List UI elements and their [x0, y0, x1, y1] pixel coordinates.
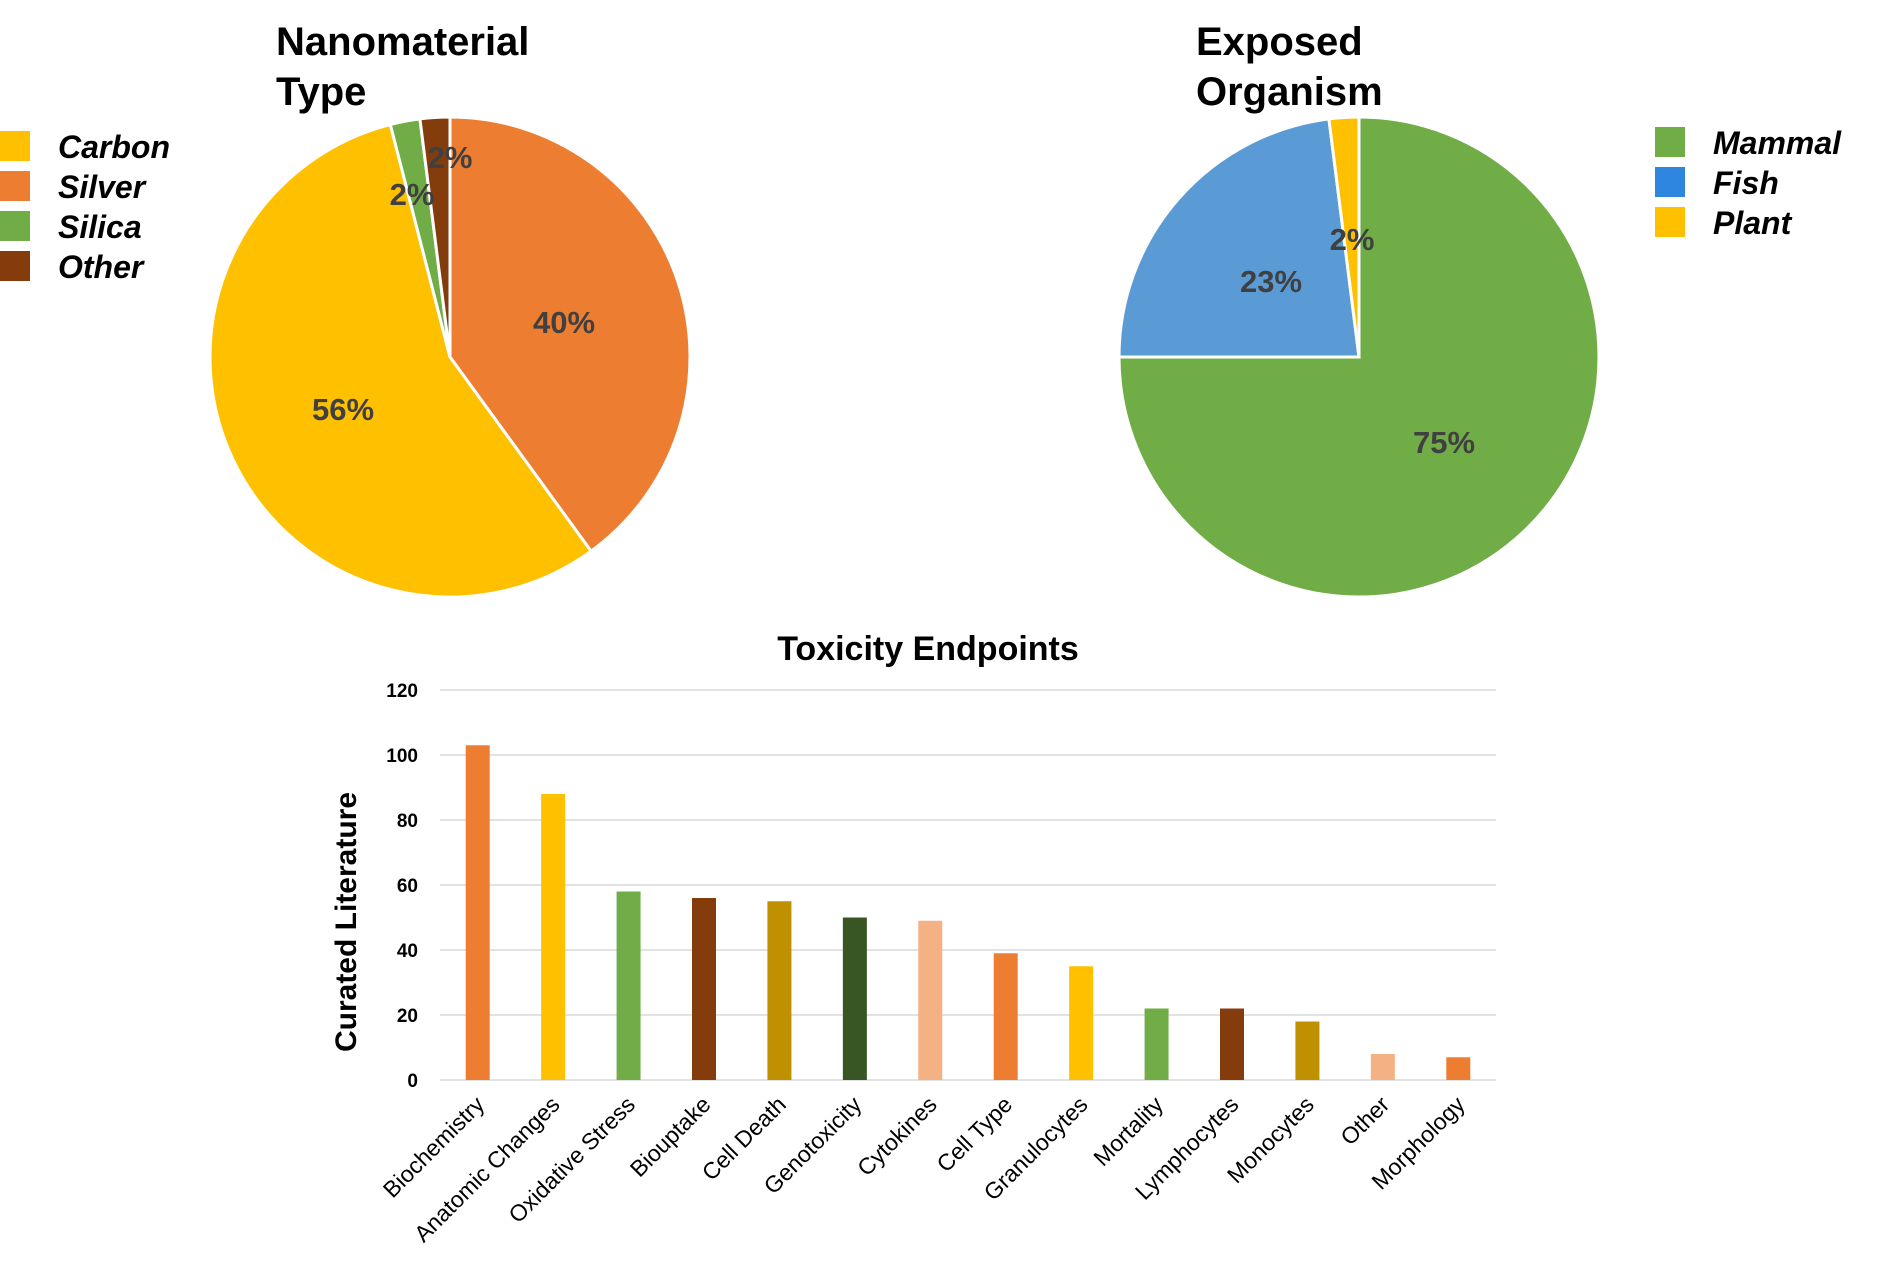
x-category-label-other: Other: [1335, 1091, 1394, 1150]
bar-granulocytes: [1069, 966, 1094, 1080]
bar-genotoxicity: [842, 917, 867, 1080]
x-category-label-anatomic-changes: Anatomic Changes: [409, 1091, 565, 1247]
toxicity-endpoints-bar-chart: Toxicity Endpoints Curated Literature 0 2…: [330, 630, 1496, 1247]
pie1-legend-swatch-silver: [0, 171, 30, 201]
pie1-slice-carbon: [208, 122, 594, 599]
bar-mortality: [1144, 1008, 1169, 1080]
bar-morphology: [1446, 1057, 1471, 1080]
y-tick-label-80: 80: [397, 811, 418, 832]
pie2-percent-label-mammal: 75%: [1413, 425, 1475, 460]
pie2-legend-swatch-plant: [1655, 207, 1685, 237]
y-tick-label-60: 60: [397, 876, 418, 897]
pie2-slices: [1117, 115, 1601, 599]
exposed-organism-pie-chart: Exposed Organism 75% 23% 2% Mammal Fish Plan…: [1117, 20, 1842, 599]
y-axis-label: Curated Literature: [330, 792, 363, 1052]
bar-other: [1370, 1054, 1395, 1080]
bar-oxidative-stress: [616, 891, 641, 1080]
pie2-legend-label-fish: Fish: [1713, 165, 1779, 201]
pie2-title-line1: Exposed: [1196, 20, 1363, 64]
pie1-legend-swatch-carbon: [0, 131, 30, 161]
pie1-title-line2: Type: [276, 70, 366, 114]
pie1-legend: Carbon Silver Silica Other: [0, 129, 170, 285]
pie2-legend-swatch-mammal: [1655, 127, 1685, 157]
pie1-legend-swatch-silica: [0, 211, 30, 241]
pie1-legend-label-other: Other: [58, 249, 145, 285]
bar-gridlines: [440, 689, 1496, 1081]
pie1-legend-swatch-other: [0, 251, 30, 281]
pie2-legend-swatch-fish: [1655, 167, 1685, 197]
pie1-legend-label-silica: Silica: [58, 209, 142, 245]
bar-lymphocytes: [1220, 1008, 1244, 1080]
y-axis-tick-labels: 0 20 40 60 80 100 120: [386, 681, 418, 1092]
pie1-slice-silver: [448, 115, 692, 554]
bar-monocytes: [1295, 1021, 1320, 1080]
bar-chart-title: Toxicity Endpoints: [777, 630, 1079, 668]
pie1-slice-other: [418, 115, 452, 358]
bar-cell-type: [993, 953, 1018, 1080]
y-tick-label-120: 120: [386, 681, 418, 702]
pie2-slice-fish: [1117, 117, 1361, 359]
pie2-title-line2: Organism: [1196, 70, 1383, 114]
bars: [465, 745, 1471, 1080]
bar-cell-death: [767, 901, 792, 1080]
pie1-percent-label-silica: 2%: [390, 177, 435, 212]
pie2-legend-label-mammal: Mammal: [1713, 125, 1842, 161]
pie1-title-line1: Nanomaterial: [276, 20, 529, 64]
pie1-percent-labels: 40% 56% 2%2%: [312, 140, 595, 427]
x-category-label-cytokines: Cytokines: [852, 1091, 942, 1181]
pie1-percent-label-silver: 40%: [533, 305, 595, 340]
y-tick-label-0: 0: [407, 1071, 418, 1092]
pie2-slice-mammal: [1117, 115, 1601, 599]
pie2-percent-label-fish: 23%: [1240, 264, 1302, 299]
pie2-percent-labels: 75% 23% 2%: [1240, 222, 1475, 460]
pie2-percent-label-plant: 2%: [1330, 222, 1375, 257]
pie1-percent-label-carbon: 56%: [312, 392, 374, 427]
pie1-slices: [208, 115, 692, 599]
y-tick-label-20: 20: [397, 1006, 418, 1027]
pie2-legend: Mammal Fish Plant: [1655, 125, 1842, 241]
bar-cytokines: [918, 920, 943, 1080]
bar-anatomic-changes: [541, 794, 566, 1080]
x-category-label-oxidative-stress: Oxidative Stress: [503, 1091, 640, 1228]
bar-biochemistry: [465, 745, 490, 1080]
bar-biouptake: [692, 898, 716, 1080]
y-tick-label-40: 40: [397, 941, 418, 962]
pie2-slice-plant: [1327, 115, 1361, 358]
y-tick-label-100: 100: [386, 746, 418, 767]
nanomaterial-type-pie-chart: Nanomaterial Type 40% 56% 2%2% Carbon Silve…: [0, 20, 692, 599]
pie1-percent-label-other: 2%: [428, 140, 473, 175]
pie2-legend-label-plant: Plant: [1713, 205, 1793, 241]
pie1-legend-label-silver: Silver: [58, 169, 147, 205]
pie1-legend-label-carbon: Carbon: [58, 129, 170, 165]
